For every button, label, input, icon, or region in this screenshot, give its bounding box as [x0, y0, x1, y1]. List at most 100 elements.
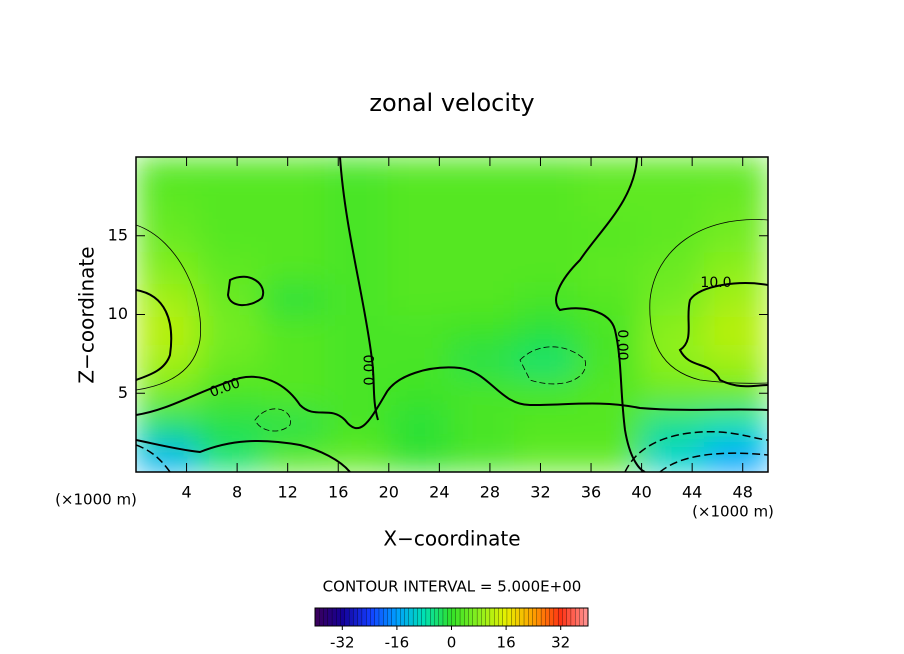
colorbar-swatch	[536, 607, 542, 627]
heatmap-cell	[703, 376, 768, 410]
contour-line	[659, 452, 768, 472]
colorbar-swatch	[476, 607, 482, 627]
colorbar-swatch	[575, 607, 580, 627]
colorbar-swatch	[357, 607, 363, 627]
heatmap-cell	[514, 408, 580, 442]
colorbar-tick-label: 16	[497, 634, 516, 652]
heatmap-cell	[198, 376, 264, 410]
heatmap-cell	[198, 282, 264, 316]
heatmap-cell	[451, 408, 517, 442]
colorbar-swatch	[400, 607, 406, 627]
contour-line	[136, 366, 768, 429]
chart-title: zonal velocity	[369, 89, 534, 117]
colorbar-swatch	[485, 607, 491, 627]
colorbar-swatch	[361, 607, 367, 627]
heatmap-cell	[198, 408, 264, 442]
heatmap-cell	[514, 219, 580, 253]
heatmap-cell	[514, 250, 580, 284]
heatmap-cell	[577, 250, 643, 284]
contour-line	[136, 224, 202, 391]
heatmap-cell	[387, 250, 453, 284]
colorbar-swatch	[323, 607, 329, 627]
heatmap-cell	[387, 376, 453, 410]
heatmap-cell	[640, 250, 706, 284]
colorbar-swatch	[532, 607, 538, 627]
x-axis-label: X−coordinate	[383, 527, 520, 551]
heatmap	[136, 157, 768, 472]
colorbar-swatch	[455, 607, 461, 627]
x-tick-label: 20	[379, 483, 399, 502]
heatmap-cell	[640, 157, 706, 190]
heatmap-cell	[198, 439, 264, 472]
heatmap-cell	[451, 313, 517, 347]
contour-line	[649, 219, 768, 384]
contour-label: 0.00	[614, 329, 630, 360]
colorbar-swatch	[374, 607, 380, 627]
heatmap-cell	[703, 250, 768, 284]
heatmap-cell	[261, 187, 327, 221]
heatmap-cell	[514, 313, 580, 347]
contour-line	[624, 431, 768, 472]
heatmap-cell	[577, 282, 643, 316]
colorbar-swatch	[562, 607, 568, 627]
y-tick-label: 10	[108, 304, 128, 323]
heatmap-cell	[136, 157, 201, 190]
colorbar-tick-label: 0	[447, 634, 457, 652]
colorbar-swatch	[344, 607, 350, 627]
heatmap-cell	[261, 345, 327, 379]
x-tick-label: 32	[530, 483, 550, 502]
colorbar-swatch	[570, 607, 576, 627]
colorbar-swatch	[506, 607, 512, 627]
x-tick-label: 36	[581, 483, 601, 502]
colorbar-swatch	[353, 607, 359, 627]
heatmap-cell	[703, 187, 768, 221]
colorbar-swatch	[540, 607, 546, 627]
x-tick-label: 16	[328, 483, 348, 502]
colorbar-swatch	[438, 607, 444, 627]
heatmap-cell	[577, 313, 643, 347]
colorbar: -32 -16 0 16 32	[314, 607, 589, 652]
heatmap-cell	[514, 282, 580, 316]
colorbar-swatch	[502, 607, 508, 627]
colorbar-swatch	[442, 607, 448, 627]
colorbar-swatch	[481, 607, 487, 627]
colorbar-swatch	[519, 607, 525, 627]
contour-line	[136, 444, 171, 472]
colorbar-swatch	[459, 607, 465, 627]
heatmap-cell	[703, 408, 768, 442]
colorbar-swatch	[370, 607, 376, 627]
heatmap-cell	[451, 219, 517, 253]
heatmap-cell	[136, 282, 201, 316]
heatmap-cell	[261, 313, 327, 347]
heatmap-cell	[198, 345, 264, 379]
plot-field	[136, 157, 768, 472]
heatmap-cell	[577, 187, 643, 221]
y-axis-label: Z−coordinate	[75, 246, 99, 383]
x-tick-label: 8	[232, 483, 242, 502]
heatmap-cell	[451, 250, 517, 284]
colorbar-swatch	[417, 607, 423, 627]
colorbar-swatch	[395, 607, 401, 627]
heatmap-cell	[387, 282, 453, 316]
contour-label: 0.00	[362, 354, 378, 385]
colorbar-tick-label: 32	[551, 634, 570, 652]
colorbar-swatch	[549, 607, 555, 627]
contour-line	[339, 157, 379, 421]
x-tick-label: 28	[480, 483, 500, 502]
heatmap-cell	[703, 313, 768, 347]
colorbar-swatch	[553, 607, 559, 627]
y-unit-label: (×1000 m)	[55, 491, 137, 509]
heatmap-cell	[703, 157, 768, 190]
colorbar-swatch	[498, 607, 504, 627]
colorbar-swatch	[557, 607, 563, 627]
colorbar-swatch	[412, 607, 418, 627]
heatmap-cell	[198, 187, 264, 221]
heatmap-cell	[387, 439, 453, 472]
heatmap-cell	[198, 313, 264, 347]
colorbar-swatch	[523, 607, 529, 627]
colorbar-swatch	[425, 607, 431, 627]
colorbar-swatch	[489, 607, 495, 627]
contour-interval: CONTOUR INTERVAL = 5.000E+00	[323, 578, 582, 596]
colorbar-swatch	[566, 607, 572, 627]
